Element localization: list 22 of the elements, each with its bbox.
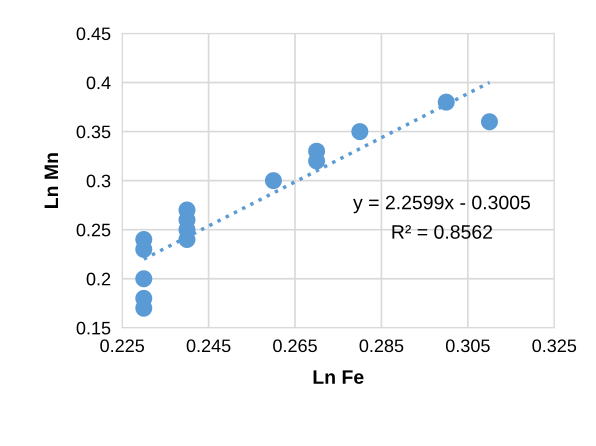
- point: [351, 123, 368, 140]
- y-tick-label: 0.35: [76, 126, 110, 138]
- x-tick-label: 0.225: [100, 339, 144, 352]
- y-tick-label: 0.3: [86, 174, 110, 188]
- y-tick-label: 0.25: [76, 224, 110, 236]
- point: [480, 113, 498, 130]
- y-axis-title: Ln Mn: [44, 153, 58, 208]
- y-tick-label: 0.2: [86, 272, 110, 286]
- x-tick-label: 0.305: [446, 339, 490, 352]
- point: [264, 172, 282, 190]
- y-tick-label: 0.15: [76, 322, 110, 335]
- annotation: y = 2.2599x - 0.3005: [353, 196, 530, 214]
- x-tick-label: 0.325: [532, 339, 576, 352]
- x-axis-title: Ln Fe: [314, 370, 364, 384]
- y-tick-label: 0.4: [86, 76, 111, 90]
- x-tick-label: 0.245: [186, 339, 230, 352]
- point: [438, 94, 455, 111]
- x-tick-label: 0.265: [273, 339, 317, 352]
- annotation: R² = 0.8562: [392, 225, 492, 239]
- point: [135, 270, 152, 288]
- y-tick-label: 0.45: [76, 27, 110, 40]
- x-tick-label: 0.285: [360, 339, 404, 352]
